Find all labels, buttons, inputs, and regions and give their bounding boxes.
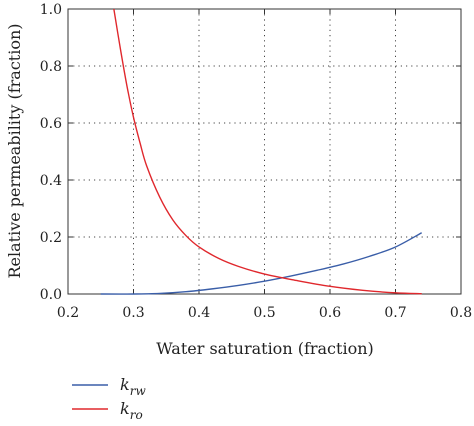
y-tick-label: 0.2 [40, 230, 62, 246]
y-tick-label: 0.0 [40, 287, 62, 303]
y-axis-label: Relative permeability (fraction) [5, 23, 24, 278]
y-tick-label: 0.4 [40, 173, 62, 189]
legend-label-krw: krw [120, 375, 146, 398]
y-tick-label: 0.6 [40, 116, 62, 132]
y-tick-label: 0.8 [40, 59, 62, 75]
grid-lines [68, 9, 461, 294]
legend-label-kro: kro [120, 399, 143, 422]
series-layer [100, 8, 423, 295]
x-tick-label: 0.3 [122, 305, 144, 321]
x-tick-label: 0.6 [319, 305, 341, 321]
y-tick-label: 1.0 [40, 2, 62, 18]
x-axis-label: Water saturation (fraction) [156, 339, 374, 358]
x-tick-label: 0.7 [384, 305, 406, 321]
x-tick-label: 0.5 [253, 305, 275, 321]
axis-ticks: 0.2 0.3 0.4 0.5 0.6 0.7 0.8 0.0 0.2 0.4 0.6 0.8 1.0 [40, 2, 472, 321]
series-line-kro [113, 8, 422, 295]
x-tick-label: 0.4 [188, 305, 210, 321]
series-line-krw [100, 232, 423, 295]
x-tick-label: 0.8 [450, 305, 472, 321]
x-tick-label: 0.2 [57, 305, 79, 321]
